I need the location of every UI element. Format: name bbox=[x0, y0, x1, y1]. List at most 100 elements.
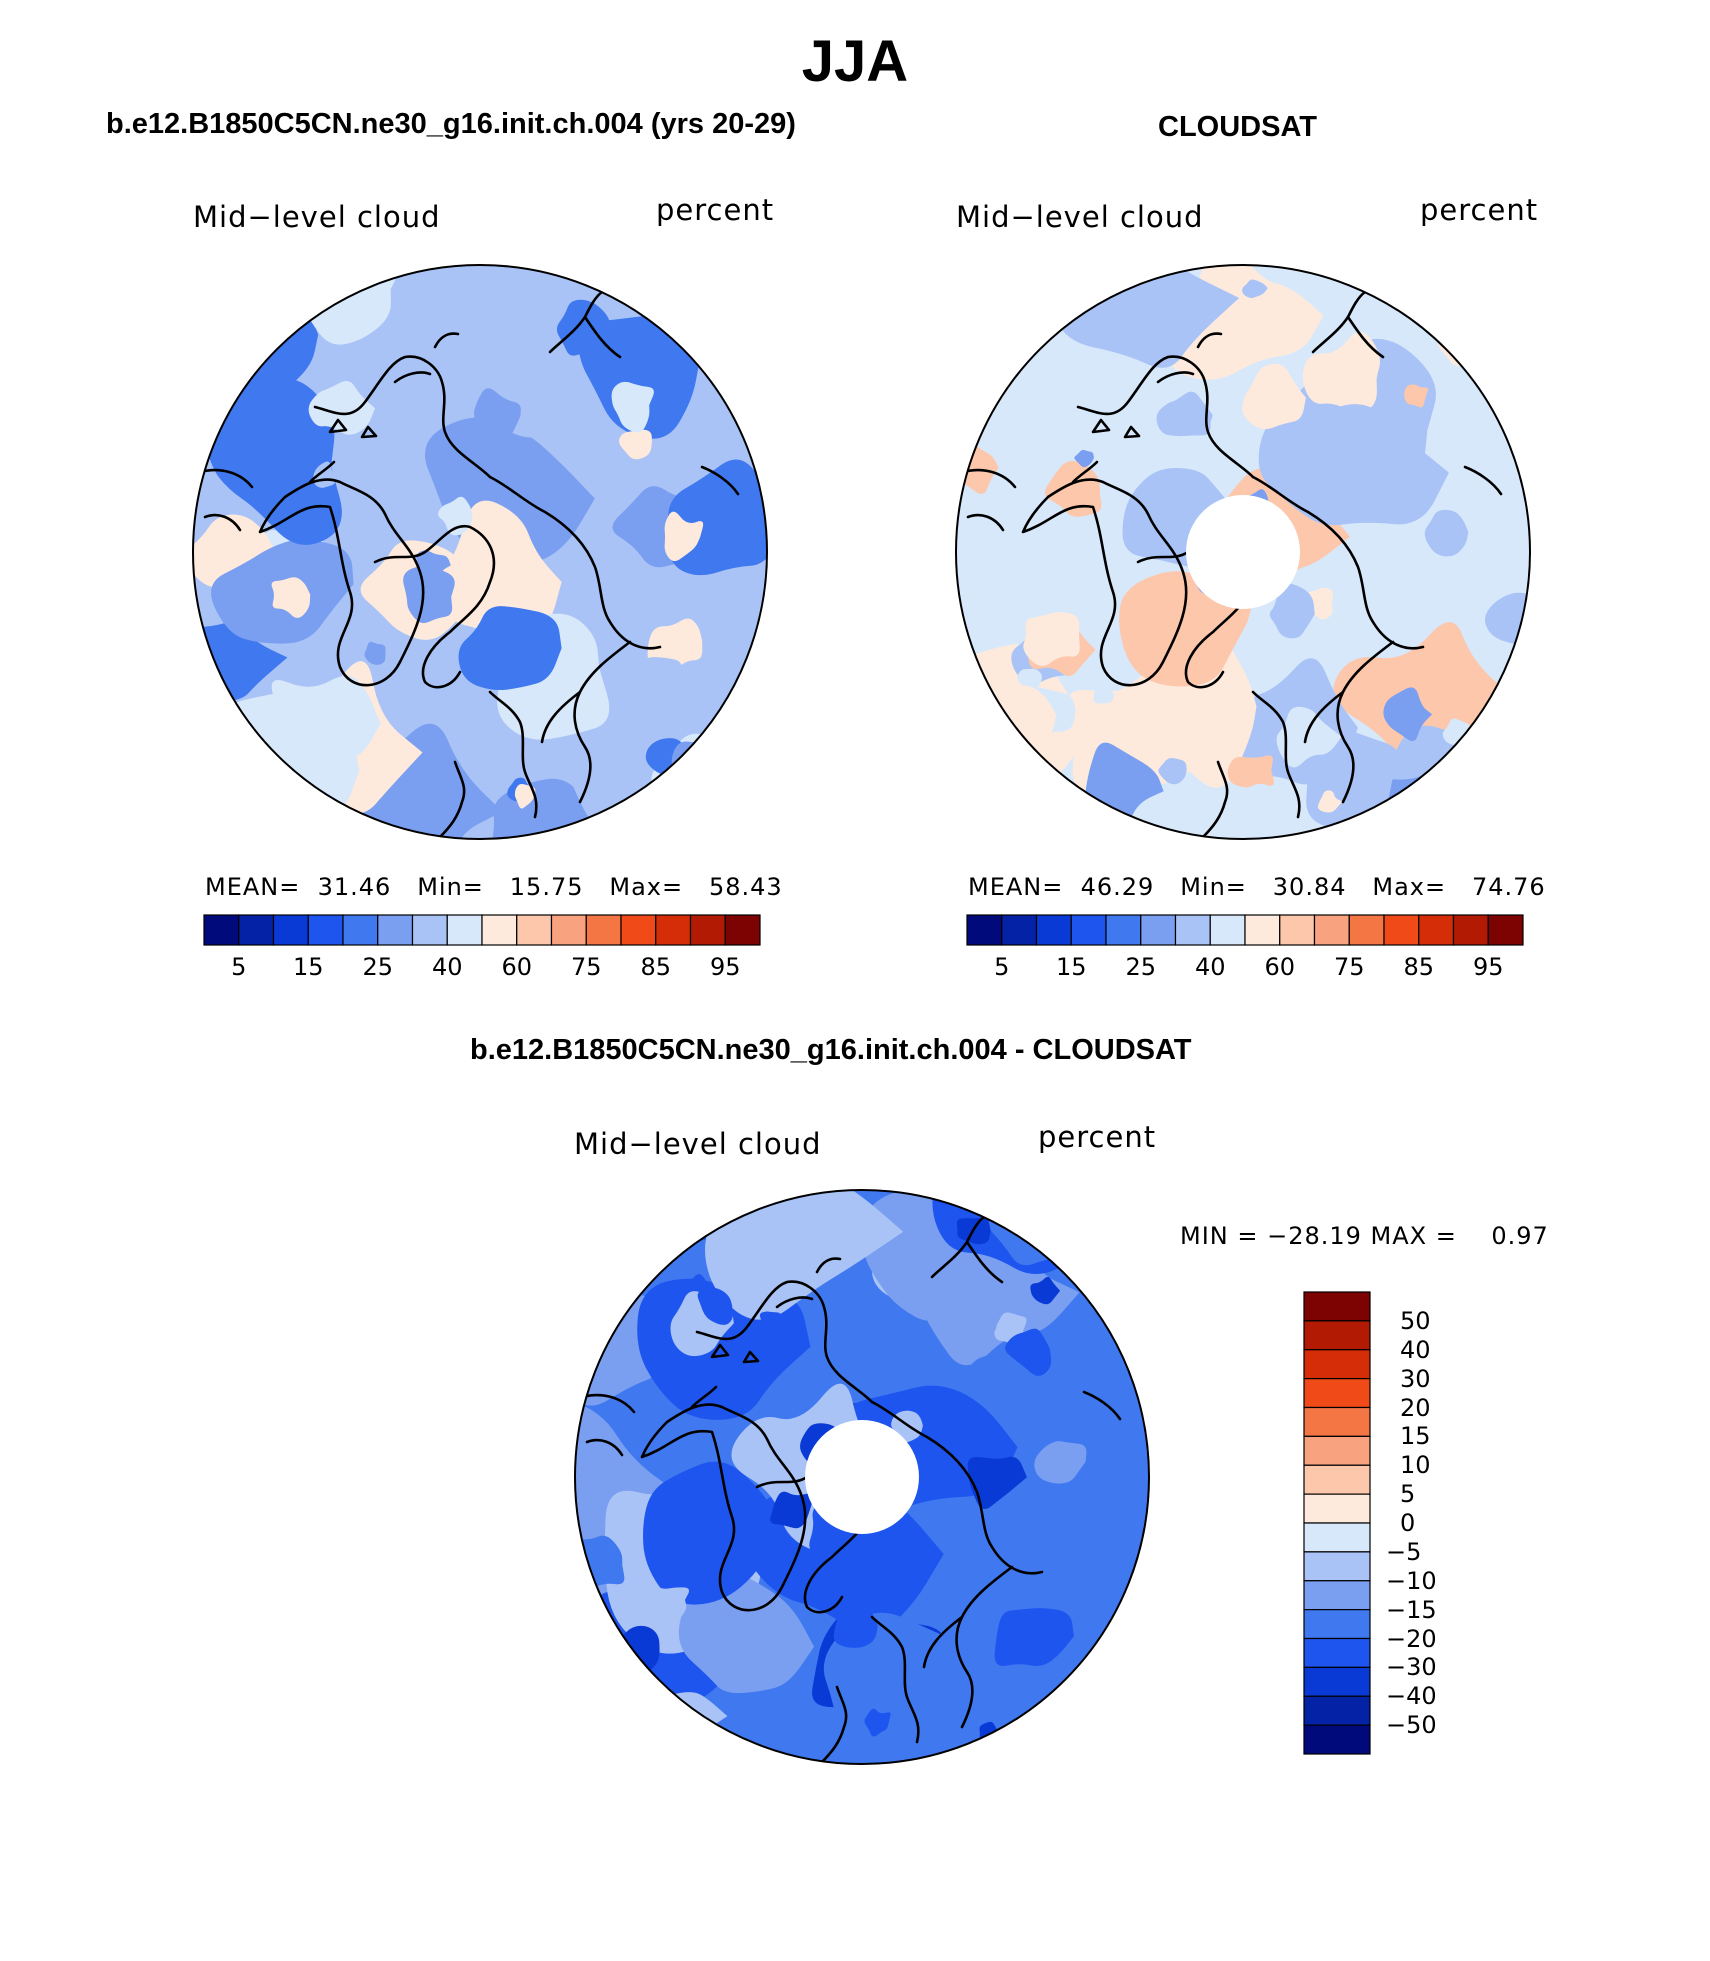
contour-patch bbox=[699, 781, 767, 839]
colorbar-box bbox=[1418, 914, 1455, 946]
contour-patch bbox=[474, 388, 521, 442]
colorbar-box bbox=[655, 914, 692, 946]
coastline bbox=[930, 1215, 1004, 1284]
obs-panel-title: CLOUDSAT bbox=[1158, 111, 1317, 143]
coastline bbox=[1082, 1390, 1122, 1421]
colorbar-box bbox=[620, 914, 657, 946]
contour-patch bbox=[1074, 449, 1094, 468]
contour-patch bbox=[1005, 1328, 1052, 1376]
colorbar-tick-label: −30 bbox=[1386, 1653, 1437, 1682]
colorbar-tick-label: 60 bbox=[1264, 953, 1296, 981]
colorbar-tick-label: 5 bbox=[231, 953, 247, 981]
contour-patch bbox=[643, 1461, 782, 1605]
contour-patch bbox=[265, 814, 305, 839]
contour-patch bbox=[1404, 384, 1429, 408]
colorbar-tick-label: 40 bbox=[1400, 1335, 1431, 1364]
contour-patch bbox=[1242, 279, 1268, 299]
diff-variable-label: Mid−level cloud bbox=[574, 1127, 822, 1161]
colorbar-box bbox=[1303, 1291, 1371, 1322]
contour-patch bbox=[195, 287, 245, 353]
colorbar-box bbox=[377, 914, 414, 946]
colorbar-box bbox=[1303, 1435, 1371, 1466]
model-units-label: percent bbox=[656, 193, 775, 227]
colorbar-tick-label: 85 bbox=[640, 953, 672, 981]
contour-patch bbox=[581, 1278, 615, 1314]
colorbar-box bbox=[1313, 914, 1350, 946]
coastline bbox=[548, 290, 622, 359]
colorbar-box bbox=[446, 914, 483, 946]
colorbar-tick-label: 30 bbox=[1400, 1364, 1431, 1393]
coastline bbox=[1156, 332, 1223, 384]
contour-patch bbox=[1158, 758, 1187, 785]
contour-patch bbox=[556, 299, 611, 356]
contour-patch bbox=[1054, 265, 1240, 368]
colorbar-tick-label: 15 bbox=[1400, 1422, 1431, 1451]
contour-patch bbox=[238, 815, 309, 839]
contour-patch bbox=[271, 577, 311, 618]
contour-patch bbox=[1030, 1276, 1061, 1305]
colorbar-box bbox=[1303, 1493, 1371, 1524]
contour-patch bbox=[1302, 331, 1380, 414]
colorbar-box bbox=[238, 914, 275, 946]
colorbar-tick-label: 75 bbox=[1333, 953, 1365, 981]
colorbar-tick-label: 10 bbox=[1400, 1451, 1431, 1480]
coastline bbox=[488, 475, 662, 650]
contour-patch bbox=[1458, 302, 1482, 322]
colorbar-box bbox=[966, 914, 1003, 946]
coastline bbox=[870, 1400, 1044, 1575]
contour-patch bbox=[271, 675, 381, 767]
coastline bbox=[1303, 640, 1395, 804]
colorbar-box bbox=[1303, 1464, 1371, 1495]
coastline bbox=[1311, 290, 1385, 359]
model-polar-map bbox=[192, 264, 768, 840]
obs-colorbar bbox=[966, 914, 1524, 946]
contour-patch bbox=[652, 1587, 690, 1621]
coastline bbox=[1463, 465, 1503, 496]
colorbar-box bbox=[1105, 914, 1142, 946]
polar-data-gap bbox=[1186, 495, 1300, 609]
contour-patch bbox=[1383, 687, 1433, 742]
colorbar-box bbox=[550, 914, 587, 946]
contour-patch bbox=[1227, 755, 1274, 788]
contour-patch bbox=[978, 266, 1005, 297]
contour-patch bbox=[624, 1190, 684, 1226]
contour-patch bbox=[1317, 790, 1343, 813]
colorbar-tick-label: 15 bbox=[1055, 953, 1087, 981]
coastline bbox=[922, 1565, 1014, 1729]
contour-patch bbox=[364, 641, 386, 665]
contour-patch bbox=[1276, 706, 1342, 768]
colorbar-box bbox=[1279, 914, 1316, 946]
contour-patch bbox=[1516, 523, 1530, 553]
contour-patch bbox=[193, 265, 319, 395]
contour-patch bbox=[697, 1287, 733, 1325]
contour-patch bbox=[461, 343, 503, 384]
colorbar-box bbox=[1070, 914, 1107, 946]
colorbar-box bbox=[1303, 1551, 1371, 1582]
contour-patch bbox=[308, 381, 375, 435]
coastline bbox=[695, 1280, 874, 1404]
contour-patch bbox=[664, 511, 704, 562]
map-outline bbox=[192, 264, 768, 840]
coastline bbox=[1251, 475, 1425, 650]
contour-patch bbox=[1120, 1350, 1148, 1382]
coastline bbox=[1201, 690, 1301, 839]
contour-patch bbox=[625, 657, 682, 711]
contour-patch bbox=[1044, 460, 1102, 517]
coastline bbox=[313, 355, 492, 479]
coastline bbox=[640, 1403, 807, 1612]
colorbar-box bbox=[1303, 1320, 1371, 1351]
colorbar-box bbox=[1174, 914, 1211, 946]
obs-units-label: percent bbox=[1420, 193, 1539, 227]
colorbar-box bbox=[1303, 1609, 1371, 1640]
colorbar-tick-label: 40 bbox=[1194, 953, 1226, 981]
colorbar-tick-label: 95 bbox=[1472, 953, 1504, 981]
contour-patch bbox=[416, 550, 451, 579]
colorbar-tick-label: 75 bbox=[570, 953, 602, 981]
coastline bbox=[690, 1343, 760, 1409]
colorbar-box bbox=[516, 914, 553, 946]
contour-patch bbox=[667, 459, 767, 576]
coastline bbox=[308, 418, 378, 484]
colorbar-box bbox=[1383, 914, 1420, 946]
contour-patch bbox=[458, 606, 562, 691]
contour-patch bbox=[864, 1708, 891, 1737]
